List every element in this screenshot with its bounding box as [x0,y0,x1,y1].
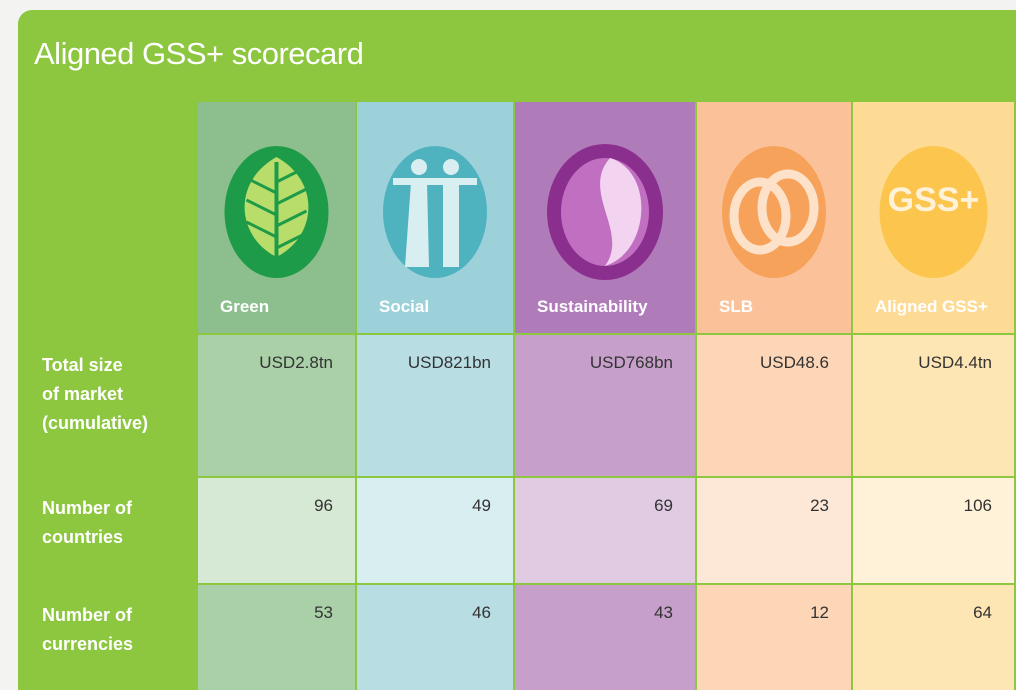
row-label-line: (cumulative) [42,413,149,433]
table-cell: 23 [697,478,851,583]
icon [722,146,826,278]
icon [224,146,329,278]
icon-shape [879,146,988,278]
table-cell: 96 [198,478,355,583]
row-label: Total size of market (cumulative) [20,335,196,476]
row-label-line: Number of [42,498,132,518]
icon-shape [245,198,278,217]
column-name: SLB [719,297,753,316]
table-cell: 46 [357,585,513,690]
table-cell: 53 [198,585,355,690]
icon-shape [275,187,308,206]
table-cell: USD768bn [515,335,695,476]
row-label-line: Total size [42,355,123,375]
icon-shape [245,220,278,239]
row-label-line: countries [42,527,124,547]
table-cell: USD821bn [357,335,513,476]
icon-shape [443,159,459,175]
column-header: Sustainability [515,102,695,333]
table-cell: 49 [357,478,513,583]
icon [383,146,487,278]
row-label-line: Number of [42,605,132,625]
table-cell: 12 [697,585,851,690]
scorecard: Aligned GSS+ scorecard Green Social Sustai… [18,10,1016,690]
table-cell: USD2.8tn [198,335,355,476]
icon-shape [275,165,308,184]
title: Aligned GSS+ scorecard [34,36,364,71]
column-header: SLB [697,102,851,333]
table-cell: USD4.4tn [853,335,1014,476]
icon [547,144,663,280]
icon-shape [729,177,791,255]
table-cell: USD48.6 [697,335,851,476]
column-name: Aligned GSS+ [875,297,988,316]
icon-shape [405,182,429,267]
icon-shape [443,182,459,267]
icon-shape [757,169,819,247]
table-cell: 64 [853,585,1014,690]
table-cell: 106 [853,478,1014,583]
icon-shape [600,158,642,266]
column-name: Sustainability [537,297,648,316]
table-cell: 43 [515,585,695,690]
column-name: Social [379,297,430,316]
header-blank [20,102,196,333]
icon-shape [383,146,487,278]
row-label-line: of market [42,384,124,404]
row-label: Number of countries [20,478,196,583]
icon-shape [411,159,427,175]
row-label-line: currencies [42,634,134,654]
table-cell: 69 [515,478,695,583]
column-header: Social [357,102,513,333]
column-header: GSS+ Aligned GSS+ [853,102,1014,333]
icon-shape [245,176,278,195]
icon-shape [393,178,477,185]
column-header: Green [198,102,355,333]
icon-shape [275,231,308,250]
column-name: Green [220,297,270,316]
icon: GSS+ [879,146,988,278]
row-label: Number of currencies [20,585,196,690]
icon-text: GSS+ [888,181,980,219]
icon-shape [275,209,308,228]
